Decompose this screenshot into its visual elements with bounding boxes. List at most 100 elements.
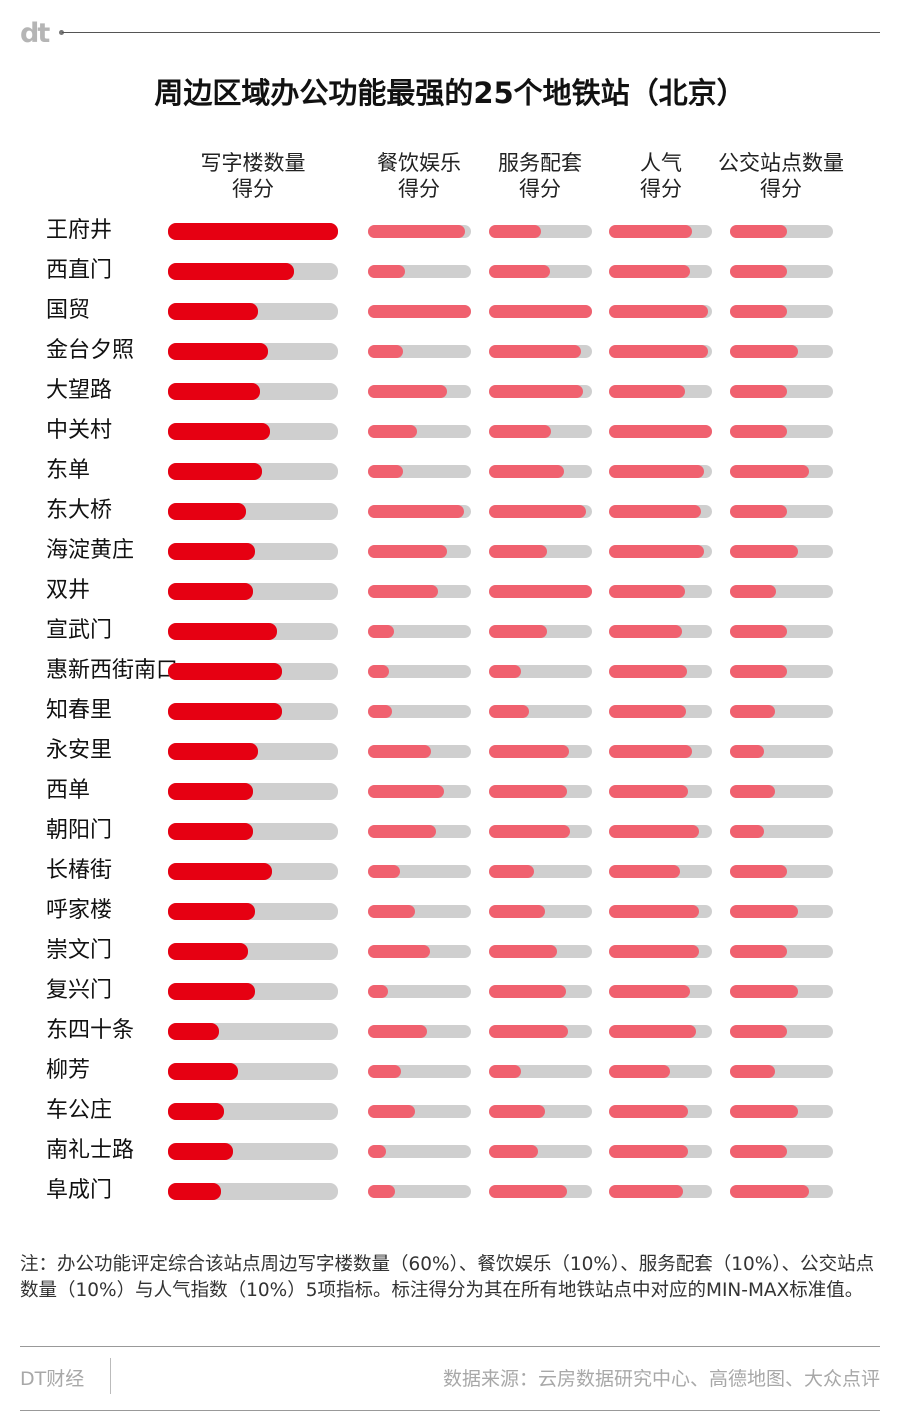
bar-track xyxy=(730,424,833,438)
station-label: 柳芳 xyxy=(46,1058,91,1083)
bar-track xyxy=(489,304,592,318)
station-label: 西单 xyxy=(46,778,91,803)
bar-fill xyxy=(368,464,404,478)
bar-track xyxy=(168,342,338,360)
station-label: 朝阳门 xyxy=(46,818,113,843)
station-label: 长椿街 xyxy=(46,858,113,883)
bar-fill xyxy=(609,544,704,558)
station-label: 中关村 xyxy=(46,418,113,443)
bar-fill xyxy=(609,1064,670,1078)
bar-fill xyxy=(168,1142,233,1160)
station-label: 东大桥 xyxy=(46,498,113,523)
bar-track xyxy=(489,1104,592,1118)
bar-fill xyxy=(489,264,550,278)
bar-track xyxy=(489,704,592,718)
bar-fill xyxy=(609,424,712,438)
bar-fill xyxy=(489,584,592,598)
bar-fill xyxy=(168,742,259,760)
station-label: 崇文门 xyxy=(46,938,113,963)
bar-fill xyxy=(609,1184,684,1198)
bar-fill xyxy=(368,1064,401,1078)
bar-fill xyxy=(368,944,430,958)
bar-fill xyxy=(368,1104,416,1118)
bar-track xyxy=(609,704,712,718)
bar-fill xyxy=(368,1024,427,1038)
bar-fill xyxy=(368,544,448,558)
bar-fill xyxy=(609,664,688,678)
bar-fill xyxy=(730,824,764,838)
bar-track xyxy=(489,984,592,998)
bar-track xyxy=(368,664,471,678)
column-header-2: 餐饮娱乐 得分 xyxy=(377,151,461,201)
bar-track xyxy=(730,384,833,398)
station-label: 海淀黄庄 xyxy=(46,538,135,563)
bar-track xyxy=(730,704,833,718)
bar-fill xyxy=(168,822,253,840)
bar-track xyxy=(730,504,833,518)
bar-track xyxy=(609,1064,712,1078)
bar-fill xyxy=(168,262,294,280)
bar-fill xyxy=(609,224,693,238)
bar-track xyxy=(609,504,712,518)
bar-fill xyxy=(368,424,418,438)
bar-track xyxy=(609,264,712,278)
bar-fill xyxy=(730,584,777,598)
station-label: 王府井 xyxy=(46,218,113,243)
column-header-4: 人气 得分 xyxy=(640,151,682,201)
bar-track xyxy=(609,304,712,318)
bar-track xyxy=(609,1024,712,1038)
bar-track xyxy=(368,504,471,518)
bar-fill xyxy=(168,422,270,440)
bar-track xyxy=(609,1104,712,1118)
bar-fill xyxy=(489,224,541,238)
bar-track xyxy=(730,1184,833,1198)
bar-fill xyxy=(609,1024,696,1038)
bar-fill xyxy=(168,502,247,520)
bar-fill xyxy=(368,384,448,398)
bar-fill xyxy=(609,704,687,718)
bar-track xyxy=(368,744,471,758)
bar-track xyxy=(368,344,471,358)
station-label: 东四十条 xyxy=(46,1018,135,1043)
bar-fill xyxy=(609,624,683,638)
footer-separator xyxy=(110,1358,111,1394)
bar-fill xyxy=(489,944,557,958)
bar-fill xyxy=(489,424,551,438)
bar-track xyxy=(168,702,338,720)
station-label: 西直门 xyxy=(46,258,113,283)
bar-fill xyxy=(730,264,787,278)
bar-fill xyxy=(730,304,787,318)
header-rule xyxy=(62,32,880,33)
bar-track xyxy=(730,784,833,798)
bar-fill xyxy=(368,624,394,638)
bar-track xyxy=(730,904,833,918)
bar-track xyxy=(368,264,471,278)
bar-fill xyxy=(730,624,787,638)
bar-fill xyxy=(368,344,404,358)
bar-track xyxy=(730,824,833,838)
bar-track xyxy=(368,224,471,238)
bar-track xyxy=(730,864,833,878)
header-rule-dot xyxy=(59,30,64,35)
bar-track xyxy=(730,464,833,478)
bar-track xyxy=(609,1184,712,1198)
bar-fill xyxy=(730,1064,776,1078)
bar-fill xyxy=(489,704,530,718)
bar-track xyxy=(730,1024,833,1038)
bar-track xyxy=(609,904,712,918)
footer-source: 数据来源：云房数据研究中心、高德地图、大众点评 xyxy=(442,1368,880,1390)
bar-track xyxy=(730,1144,833,1158)
station-label: 宣武门 xyxy=(46,618,113,643)
bar-track xyxy=(489,784,592,798)
bar-fill xyxy=(489,664,521,678)
bar-track xyxy=(730,1064,833,1078)
bar-fill xyxy=(609,904,699,918)
bar-fill xyxy=(609,1144,689,1158)
bar-track xyxy=(730,1104,833,1118)
bar-fill xyxy=(489,1104,545,1118)
bar-fill xyxy=(489,624,547,638)
bar-track xyxy=(168,622,338,640)
bar-track xyxy=(368,1064,471,1078)
bar-track xyxy=(168,422,338,440)
bar-fill xyxy=(368,784,445,798)
